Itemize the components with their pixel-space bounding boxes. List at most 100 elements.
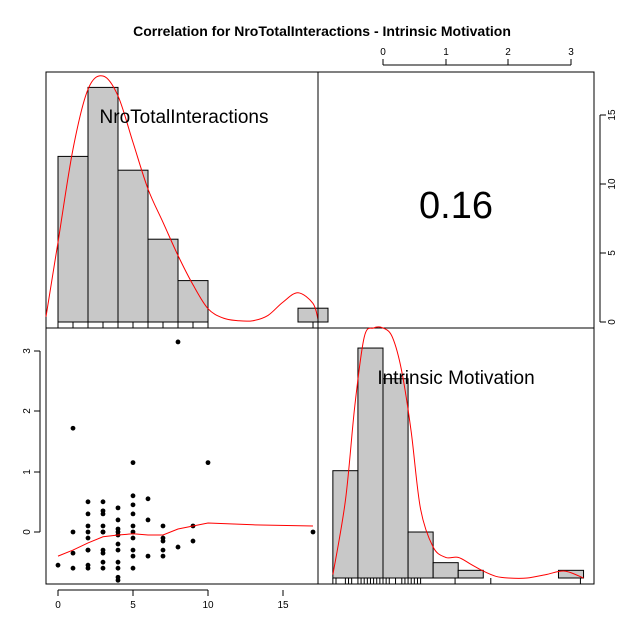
scatter-point-35 xyxy=(130,460,136,466)
tick-label-bottom-1: 5 xyxy=(130,600,136,611)
hist1-bar-3 xyxy=(147,238,179,323)
scatter-point-51 xyxy=(160,547,166,553)
hist1-bar-1 xyxy=(87,86,119,323)
hist1-bar-4 xyxy=(177,280,209,323)
scatter-point-0 xyxy=(55,562,61,568)
tick-right-3: 15 xyxy=(600,109,618,121)
scatter-point-57 xyxy=(205,460,211,466)
tick-bottom-3: 15 xyxy=(277,590,289,611)
tick-left-0: 0 xyxy=(22,529,40,535)
scatter-point-14 xyxy=(100,499,106,505)
scatter-point-17 xyxy=(100,523,106,529)
scatter-point-23 xyxy=(100,565,106,571)
tick-label-right-0: 0 xyxy=(607,319,618,325)
tick-label-bottom-3: 15 xyxy=(277,600,289,611)
tick-top-1: 1 xyxy=(443,47,449,65)
tick-right-2: 10 xyxy=(600,178,618,190)
scatter-point-37 xyxy=(130,502,136,508)
scatter-point-53 xyxy=(175,339,181,345)
scatter-point-45 xyxy=(145,496,151,502)
scatter-point-13 xyxy=(85,547,91,553)
tick-bottom-0: 0 xyxy=(55,590,61,611)
scatter-point-21 xyxy=(100,559,106,565)
tick-left-2: 2 xyxy=(22,408,40,414)
scatter-point-31 xyxy=(115,559,121,565)
panel-histogram-var1: NroTotalInteractions xyxy=(45,71,329,329)
density-curve-var1 xyxy=(45,75,319,322)
scatter-point-48 xyxy=(160,523,166,529)
scatter-point-30 xyxy=(115,547,121,553)
scatter-point-50 xyxy=(160,538,166,544)
panel-frame-bottom-right xyxy=(317,327,595,585)
scatter-points xyxy=(55,339,316,583)
scatter-point-47 xyxy=(145,553,151,559)
variable-label-var1: NroTotalInteractions xyxy=(100,107,269,128)
panel-correlation: 0.16 xyxy=(317,71,595,329)
axis-bottom-var1: 0 5 10 15 xyxy=(55,589,289,611)
tick-label-right-3: 15 xyxy=(607,109,618,121)
scatter-point-8 xyxy=(85,535,91,541)
scatter-point-42 xyxy=(130,547,136,553)
tick-label-right-2: 10 xyxy=(607,178,618,190)
tick-top-0: 0 xyxy=(380,47,386,65)
tick-left-1: 1 xyxy=(22,469,40,475)
scatter-point-6 xyxy=(85,511,91,517)
tick-right-0: 0 xyxy=(600,319,618,325)
tick-label-top-0: 0 xyxy=(380,47,386,58)
scatter-point-24 xyxy=(115,505,121,511)
hist2-bar-5 xyxy=(457,569,484,579)
tick-label-left-3: 3 xyxy=(22,348,33,354)
axis-left-var2: 0 1 2 3 xyxy=(22,348,41,535)
scatter-point-34 xyxy=(115,577,121,583)
scatter-point-29 xyxy=(115,541,121,547)
correlation-value: 0.16 xyxy=(419,185,493,227)
tick-bottom-2: 10 xyxy=(202,590,214,611)
scatter-point-36 xyxy=(130,493,136,499)
hist2-bar-2 xyxy=(382,378,409,579)
panel-histogram-var2: Intrinsic Motivation xyxy=(317,326,595,585)
hist2-bar-0 xyxy=(332,470,359,579)
tick-label-top-3: 3 xyxy=(568,47,574,58)
tick-left-3: 3 xyxy=(22,348,40,354)
scatter-point-58 xyxy=(310,529,316,535)
hist2-bar-3 xyxy=(407,531,434,579)
tick-top-2: 2 xyxy=(505,47,511,65)
scatter-point-46 xyxy=(145,517,151,523)
tick-label-left-1: 1 xyxy=(22,469,33,475)
hist1-bar-2 xyxy=(117,169,149,323)
hist2-bar-9 xyxy=(557,569,585,579)
tick-top-3: 3 xyxy=(568,47,574,65)
scatter-point-1 xyxy=(70,425,76,431)
tick-label-bottom-2: 10 xyxy=(202,600,214,611)
tick-label-left-0: 0 xyxy=(22,529,33,535)
scatter-point-3 xyxy=(70,550,76,556)
scatter-point-56 xyxy=(190,538,196,544)
hist1-bar-8 xyxy=(297,307,329,323)
axis-top-var2: 0 1 2 3 xyxy=(380,47,574,66)
hist1-bar-0 xyxy=(57,155,89,323)
scatter-point-16 xyxy=(100,511,106,517)
scatter-point-20 xyxy=(100,550,106,556)
scatter-point-32 xyxy=(115,565,121,571)
scatter-point-22 xyxy=(100,529,106,535)
scatter-point-43 xyxy=(130,553,136,559)
tick-label-right-1: 5 xyxy=(607,250,618,256)
scatter-point-44 xyxy=(130,565,136,571)
scatter-point-4 xyxy=(70,565,76,571)
tick-label-left-2: 2 xyxy=(22,408,33,414)
scatter-point-39 xyxy=(130,523,136,529)
scatter-point-5 xyxy=(85,499,91,505)
scatter-point-11 xyxy=(85,565,91,571)
panel-scatter xyxy=(45,327,319,585)
scatter-point-12 xyxy=(85,529,91,535)
scatter-point-54 xyxy=(175,544,181,550)
scatter-point-40 xyxy=(130,529,136,535)
scatter-point-41 xyxy=(130,535,136,541)
variable-label-var2: Intrinsic Motivation xyxy=(377,368,534,389)
density-curve-var2 xyxy=(332,326,584,579)
hist2-bar-4 xyxy=(432,562,459,579)
panel-frame-bottom-left xyxy=(45,327,319,585)
tick-bottom-1: 5 xyxy=(130,590,136,611)
lowess-line xyxy=(57,522,314,557)
